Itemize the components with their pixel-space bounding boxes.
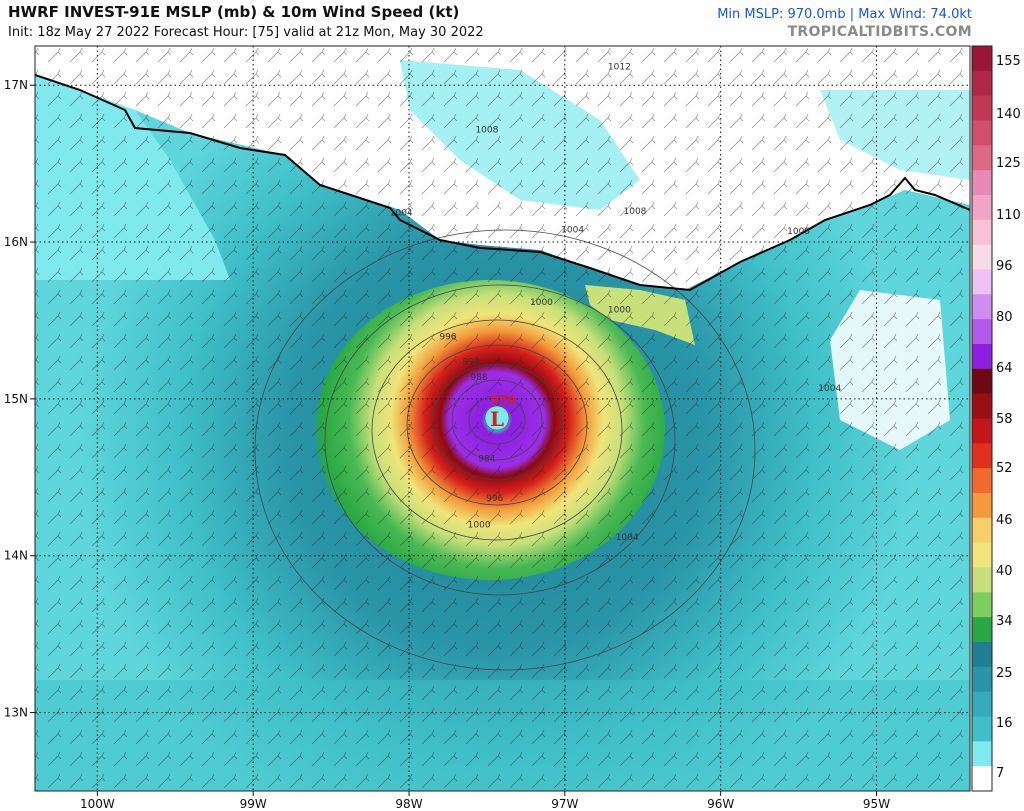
- colorbar-swatch: [972, 195, 992, 221]
- lon-tick-label: 99W: [240, 797, 267, 811]
- isobar-label: 1004: [561, 226, 584, 236]
- low-symbol: L: [490, 407, 504, 431]
- colorbar-label: 52: [996, 461, 1013, 476]
- lat-tick-label: 14N: [4, 549, 28, 563]
- lat-tick-label: 15N: [4, 392, 28, 406]
- isobar-label: 1008: [475, 125, 498, 135]
- colorbar-swatch: [972, 344, 992, 370]
- isobar-label: 996: [486, 494, 503, 504]
- colorbar-label: 25: [996, 666, 1013, 681]
- isobar-label: 984: [478, 455, 495, 465]
- colorbar-label: 58: [996, 412, 1013, 427]
- colorbar-swatch: [972, 716, 992, 742]
- colorbar-label: 16: [996, 716, 1013, 731]
- colorbar-swatch: [972, 170, 992, 196]
- low-pressure-center: L 970: [484, 393, 516, 431]
- storm-stats: Min MSLP: 970.0mb | Max Wind: 74.0kt: [717, 7, 972, 22]
- colorbar-swatch: [972, 468, 992, 494]
- colorbar-label: 155: [996, 54, 1021, 69]
- lon-tick-label: 98W: [395, 797, 422, 811]
- colorbar-swatch: [972, 219, 992, 246]
- colorbar-swatch: [972, 617, 992, 643]
- colorbar-swatch: [972, 418, 992, 444]
- colorbar-swatch: [972, 766, 992, 792]
- colorbar-label: 64: [996, 361, 1013, 376]
- lat-lon-grid: [35, 46, 970, 791]
- colorbar-swatch: [972, 542, 992, 568]
- colorbar-label: 125: [996, 156, 1021, 171]
- lon-tick-label: 95W: [863, 797, 890, 811]
- coastline: [35, 74, 970, 292]
- isobar-label: 1000: [468, 521, 491, 531]
- colorbar-swatch: [972, 393, 992, 419]
- map-axes: 100W 99W 98W 97W 96W 95W 17N 16N 15N 14N 13N: [4, 78, 890, 811]
- isobar-labels: 1012 1008 1004 1008 1004 1008 1000 1000 1004 996 9…: [390, 63, 842, 544]
- isobar-label: 1004: [616, 533, 639, 543]
- colorbar-label: 34: [996, 614, 1013, 629]
- colorbar-swatch: [972, 244, 992, 270]
- colorbar-label: 96: [996, 259, 1013, 274]
- colorbar-label: 140: [996, 107, 1021, 122]
- colorbar-swatch: [972, 517, 992, 544]
- colorbar-label: 7: [996, 766, 1004, 781]
- colorbar-swatch: [972, 642, 992, 668]
- wind-colorbar: 155 140 125 110 96 80 64 58 52 46 40 34 25 16 7: [971, 45, 1021, 792]
- colorbar-swatch: [972, 592, 992, 618]
- colorbar-label: 46: [996, 513, 1013, 528]
- colorbar-label: 80: [996, 310, 1013, 325]
- colorbar-swatch: [972, 95, 992, 121]
- lat-tick-label: 13N: [4, 706, 28, 720]
- colorbar-swatch: [972, 741, 992, 767]
- colorbar-swatch: [972, 294, 992, 320]
- colorbar-label: 40: [996, 564, 1013, 579]
- lon-tick-label: 100W: [80, 797, 115, 811]
- isobar-label: 1008: [624, 207, 647, 217]
- colorbar-swatch: [972, 70, 992, 97]
- isobar-label: 988: [471, 373, 488, 383]
- map-subtitle: Init: 18z May 27 2022 Forecast Hour: [75…: [8, 25, 484, 40]
- map-title: HWRF INVEST-91E MSLP (mb) & 10m Wind Spe…: [8, 3, 460, 21]
- colorbar-swatch: [972, 666, 992, 693]
- lat-tick-label: 16N: [4, 235, 28, 249]
- isobar-label: 1008: [787, 227, 810, 237]
- isobar-label: 992: [463, 357, 480, 367]
- isobars: [254, 229, 756, 671]
- map-frame: [34, 45, 971, 792]
- credit-watermark: TROPICALTIDBITS.COM: [787, 24, 972, 40]
- colorbar-swatch: [972, 319, 992, 345]
- min-pressure-label: 970: [490, 393, 515, 407]
- isobar-label: 1004: [390, 208, 413, 218]
- isobar-label: 1000: [608, 306, 631, 316]
- colorbar-swatch: [972, 443, 992, 469]
- colorbar-swatch: [972, 691, 992, 717]
- isobar-label: 996: [439, 332, 456, 342]
- colorbar-swatch: [972, 145, 992, 171]
- lat-tick-label: 17N: [4, 78, 28, 92]
- colorbar-swatch: [972, 493, 992, 519]
- colorbar-swatch: [972, 120, 992, 146]
- colorbar-swatch: [972, 46, 992, 72]
- isobar-label: 1004: [818, 384, 841, 394]
- colorbar-swatch: [972, 269, 992, 295]
- lon-tick-label: 96W: [707, 797, 734, 811]
- colorbar-label: 110: [996, 208, 1021, 223]
- lon-tick-label: 97W: [551, 797, 578, 811]
- colorbar-swatch: [972, 567, 992, 593]
- isobar-label: 1000: [530, 298, 553, 308]
- colorbar-swatch: [972, 368, 992, 395]
- isobar-label: 1012: [608, 63, 631, 73]
